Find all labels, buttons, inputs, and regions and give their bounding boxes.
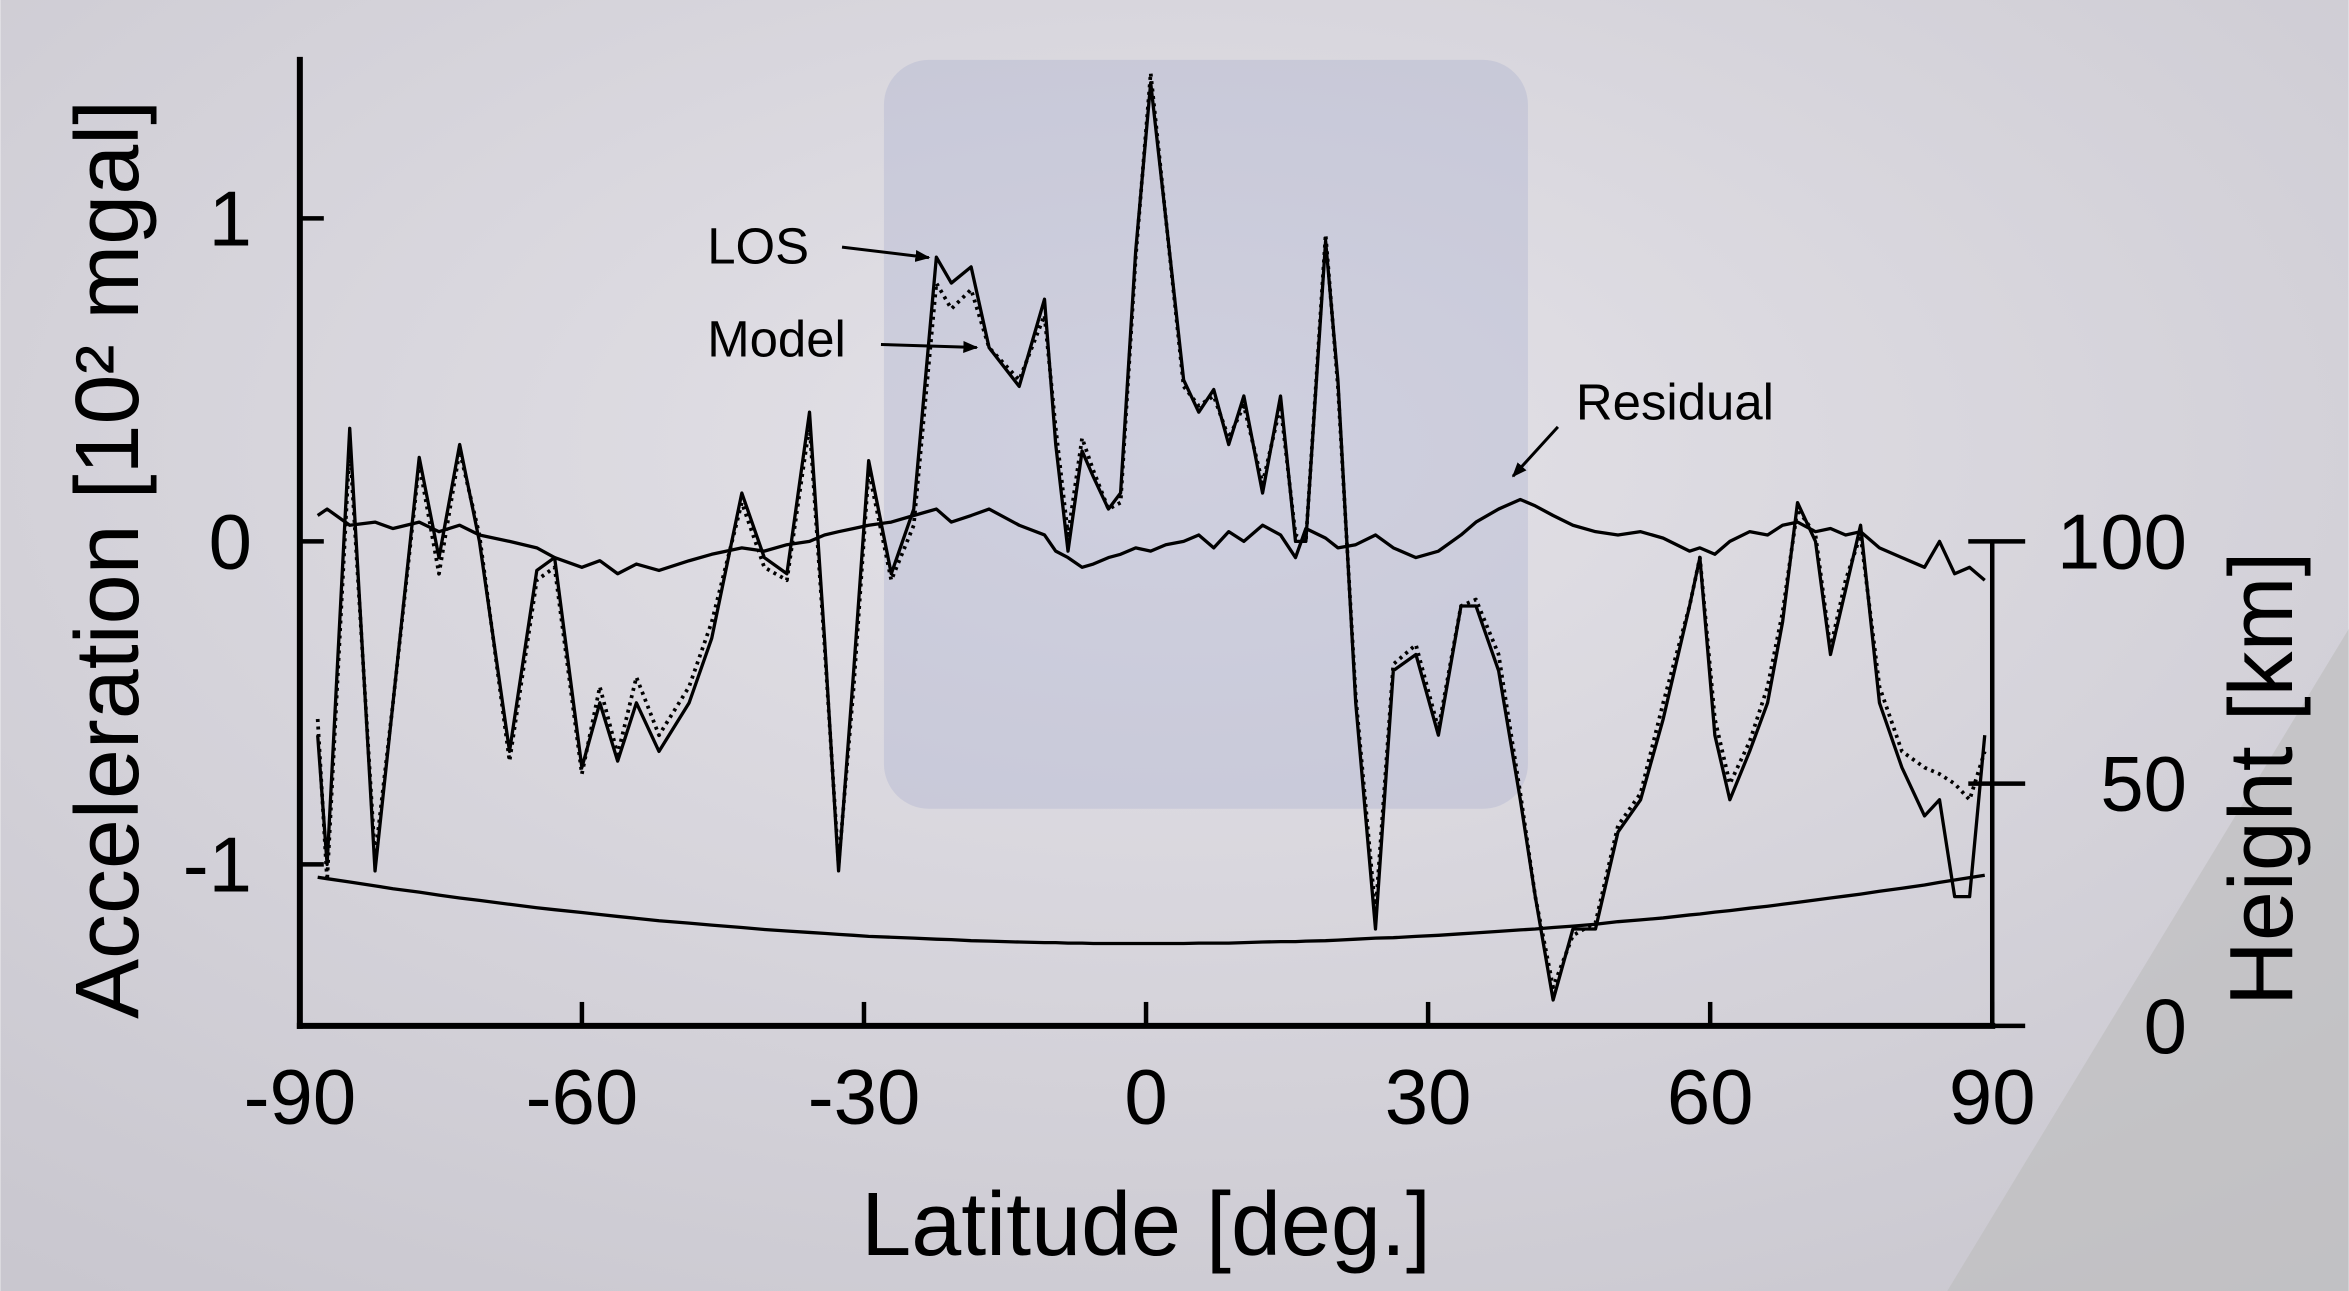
los-arrow: [841, 245, 931, 262]
y-axis-label: Acceleration [10² mgal]: [58, 100, 158, 1019]
series-annotation: Residual: [1576, 373, 1774, 430]
residual-arrow: [1511, 425, 1560, 478]
y2-tick-label: 0: [2144, 983, 2187, 1070]
y2-tick-label: 50: [2100, 741, 2187, 828]
x-tick-label: 90: [1949, 1053, 2036, 1140]
x-tick-label: -90: [244, 1053, 357, 1140]
x-tick-label: 30: [1385, 1053, 1472, 1140]
y-tick-label: 1: [209, 175, 252, 262]
x-tick-label: -60: [526, 1053, 639, 1140]
y2-tick-label: 100: [2057, 498, 2187, 585]
x-tick-label: 60: [1667, 1053, 1754, 1140]
x-tick-label: 0: [1124, 1053, 1167, 1140]
series-line: [316, 497, 1986, 582]
x-tick-label: -30: [808, 1053, 921, 1140]
x-axis-label: Latitude [deg.]: [861, 1175, 1431, 1275]
y-tick-label: 0: [209, 498, 252, 585]
series-line: [315, 71, 1987, 989]
series-line: [316, 81, 1987, 1002]
y2-axis-label: Height [km]: [2212, 552, 2312, 1006]
series-line: [317, 873, 1986, 946]
plot-area: -90 -60 -30 0 30 60 90 -1 0 1 0 50 100 Latitude [deg.…: [58, 56, 2312, 1275]
y-tick-label: -1: [183, 821, 252, 908]
series-annotation: Model: [707, 310, 846, 367]
satellite-backdrop: [883, 59, 1528, 809]
series-annotation: LOS: [707, 218, 809, 275]
model-arrow: [880, 341, 979, 354]
